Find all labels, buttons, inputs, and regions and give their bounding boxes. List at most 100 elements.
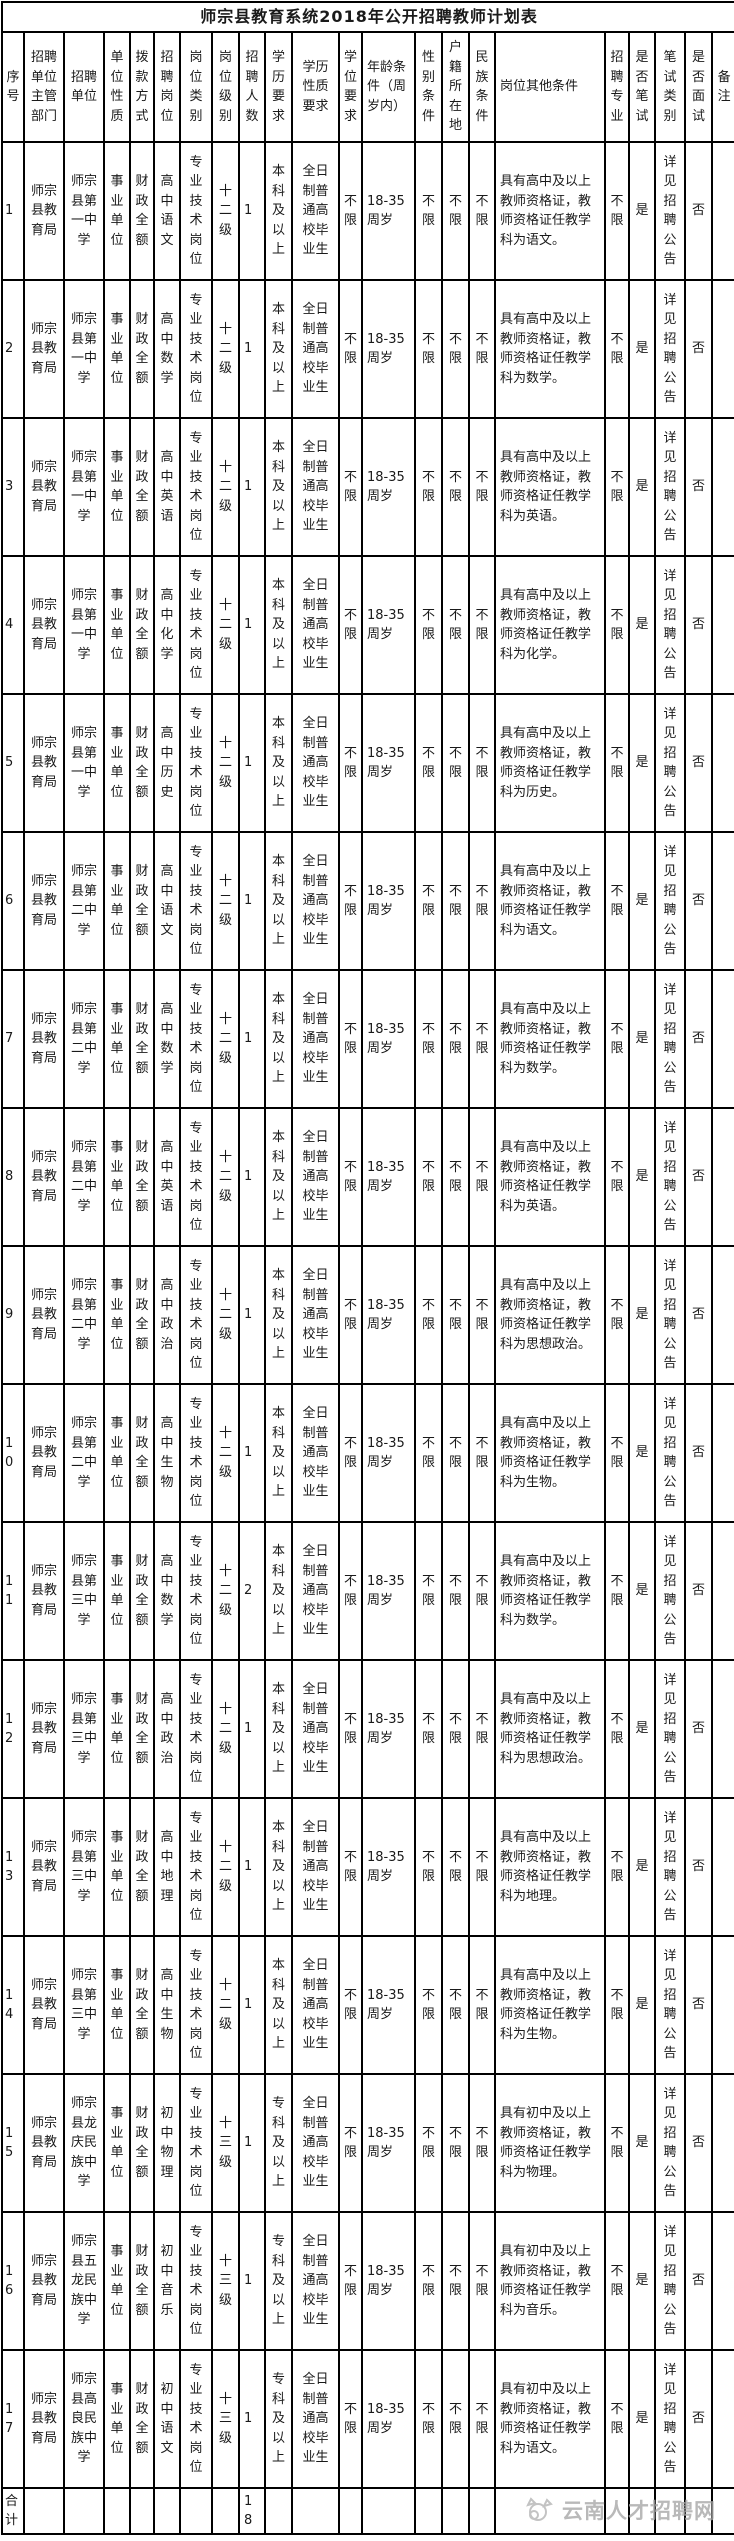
cell-residence: 不限 [441, 141, 470, 281]
cell-department: 师宗县教育局 [23, 2073, 65, 2213]
cell-written-test-category: 详见招聘公告 [654, 2349, 686, 2489]
cell-education-nature: 全日制普通高校毕业生 [291, 141, 340, 281]
cell-residence: 不限 [441, 2211, 470, 2351]
cell-unit-nature: 事业单位 [103, 141, 131, 281]
header-category: 岗位类别 [179, 31, 213, 143]
cell-written-test-category: 详见招聘公告 [654, 1521, 686, 1661]
cell-funding: 财政全额 [129, 2349, 155, 2489]
cell-other-conditions: 具有高中及以上教师资格证，教师资格证任教学科为思想政治。 [494, 1659, 606, 1799]
cell-serial: 17 [1, 2349, 25, 2489]
cell-written-test-category: 详见招聘公告 [654, 2211, 686, 2351]
cell-education-nature: 全日制普通高校毕业生 [291, 2073, 340, 2213]
cell-unit: 师宗县第三中学 [63, 1797, 105, 1937]
cell-age [361, 2487, 416, 2535]
cell-serial: 6 [1, 831, 25, 971]
cell-age: 18-35周岁 [361, 1797, 416, 1937]
cell-written-test: 是 [628, 2073, 656, 2213]
cell-written-test: 是 [628, 279, 656, 419]
header-written-test-category: 笔试类别 [654, 31, 686, 143]
cell-ethnicity: 不限 [468, 1935, 496, 2075]
cell-position: 高中语文 [153, 141, 181, 281]
cell-ethnicity: 不限 [468, 1245, 496, 1385]
cell-major: 不限 [604, 1659, 630, 1799]
cell-written-test-category: 详见招聘公告 [654, 1245, 686, 1385]
cell-department: 师宗县教育局 [23, 969, 65, 1109]
cell-written-test-category: 详见招聘公告 [654, 693, 686, 833]
cell-department: 师宗县教育局 [23, 831, 65, 971]
cell-funding: 财政全额 [129, 555, 155, 695]
cell-grade: 十三级 [211, 2073, 240, 2213]
cell-age: 18-35周岁 [361, 2073, 416, 2213]
cell-unit-nature: 事业单位 [103, 1245, 131, 1385]
cell-position: 高中地理 [153, 1797, 181, 1937]
cell-grade: 十二级 [211, 417, 240, 557]
cell-age: 18-35周岁 [361, 693, 416, 833]
cell-written-test: 是 [628, 969, 656, 1109]
cell-category: 专业技术岗位 [179, 555, 213, 695]
cell-grade: 十二级 [211, 1521, 240, 1661]
cell-count: 1 [238, 555, 266, 695]
cell-grade [211, 2487, 240, 2535]
cell-interview: 否 [684, 555, 713, 695]
cell-degree: 不限 [338, 1935, 363, 2075]
cell-written-test-category: 详见招聘公告 [654, 1935, 686, 2075]
cell-other-conditions: 具有初中及以上教师资格证，教师资格证任教学科为物理。 [494, 2073, 606, 2213]
cell-funding: 财政全额 [129, 1659, 155, 1799]
cell-written-test: 是 [628, 2211, 656, 2351]
cell-unit-nature: 事业单位 [103, 555, 131, 695]
cell-funding: 财政全额 [129, 693, 155, 833]
cell-age: 18-35周岁 [361, 417, 416, 557]
cell-other-conditions: 具有高中及以上教师资格证，教师资格证任教学科为语文。 [494, 831, 606, 971]
cell-residence: 不限 [441, 279, 470, 419]
cell-education: 本科及以上 [264, 831, 293, 971]
cell-funding: 财政全额 [129, 2211, 155, 2351]
cell-funding: 财政全额 [129, 417, 155, 557]
cell-gender: 不限 [414, 1659, 443, 1799]
cell-category: 专业技术岗位 [179, 693, 213, 833]
header-position: 招聘岗位 [153, 31, 181, 143]
cell-grade: 十二级 [211, 1107, 240, 1247]
cell-age: 18-35周岁 [361, 1521, 416, 1661]
cell-written-test: 是 [628, 831, 656, 971]
cell-serial: 2 [1, 279, 25, 419]
table-row: 13 师宗县教育局 师宗县第三中学 事业单位 财政全额 高中地理 专业技术岗位 十二级 1 本科及… [1, 1797, 734, 1937]
cell-education: 专科及以上 [264, 2349, 293, 2489]
cell-unit: 师宗县第一中学 [63, 279, 105, 419]
cell-written-test: 是 [628, 417, 656, 557]
cell-gender: 不限 [414, 1797, 443, 1937]
cell-count: 1 [238, 693, 266, 833]
cell-category: 专业技术岗位 [179, 279, 213, 419]
cell-degree: 不限 [338, 141, 363, 281]
cell-remarks [710, 1383, 734, 1523]
cell-category: 专业技术岗位 [179, 141, 213, 281]
cell-major: 不限 [604, 417, 630, 557]
cell-written-test-category: 详见招聘公告 [654, 555, 686, 695]
cell-grade: 十三级 [211, 2211, 240, 2351]
cell-education-nature: 全日制普通高校毕业生 [291, 1797, 340, 1937]
header-department: 招聘单位主管部门 [23, 31, 65, 143]
cell-residence: 不限 [441, 1935, 470, 2075]
cell-serial: 12 [1, 1659, 25, 1799]
cell-funding: 财政全额 [129, 1107, 155, 1247]
cell-education: 本科及以上 [264, 1659, 293, 1799]
cell-residence: 不限 [441, 969, 470, 1109]
cell-degree: 不限 [338, 693, 363, 833]
header-gender: 性别条件 [414, 31, 443, 143]
cell-grade: 十二级 [211, 693, 240, 833]
cell-department: 师宗县教育局 [23, 417, 65, 557]
header-grade: 岗位级别 [211, 31, 240, 143]
cell-education: 本科及以上 [264, 969, 293, 1109]
cell-department: 师宗县教育局 [23, 2211, 65, 2351]
cell-gender: 不限 [414, 2349, 443, 2489]
cell-degree: 不限 [338, 1383, 363, 1523]
table-row: 16 师宗县教育局 师宗县五龙民族中学 事业单位 财政全额 初中音乐 专业技术岗位 十三级 1 专… [1, 2211, 734, 2351]
cell-other-conditions: 具有高中及以上教师资格证，教师资格证任教学科为生物。 [494, 1383, 606, 1523]
cell-written-test: 是 [628, 555, 656, 695]
header-unit-nature: 单位性质 [103, 31, 131, 143]
cell-education: 本科及以上 [264, 141, 293, 281]
cell-ethnicity: 不限 [468, 969, 496, 1109]
cell-department: 师宗县教育局 [23, 1935, 65, 2075]
cell-grade: 十二级 [211, 1659, 240, 1799]
cell-unit-nature [103, 2487, 131, 2535]
